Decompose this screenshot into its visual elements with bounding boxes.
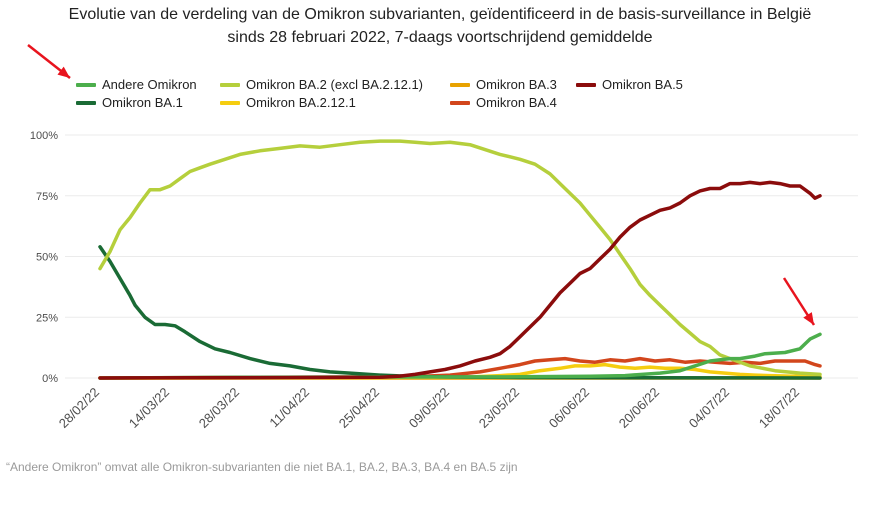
series-line-andere-omikron [98,332,822,380]
x-tick-label: 06/06/22 [546,385,592,431]
legend-swatch [450,100,470,105]
series-line-omikron-ba-2-excl-ba-2-12-1- [98,139,822,377]
legend-swatch [76,82,96,87]
legend-item-omikron-ba2121: Omikron BA.2.12.1 [220,95,356,110]
chart-title: Evolutie van de verdeling van de Omikron… [68,6,812,23]
y-tick-label: 25% [36,312,58,324]
legend-label: Omikron BA.1 [102,95,183,110]
x-tick-label: 11/04/22 [266,385,312,431]
legend-swatch [576,82,596,87]
legend-label: Andere Omikron [102,77,197,92]
legend-swatch [220,100,240,105]
legend-label: Omikron BA.5 [602,77,683,92]
series-line-omikron-ba-2-12-1 [98,362,822,380]
chart-subtitle: sinds 28 februari 2022, 7-daags voortsch… [227,29,653,46]
series-line-omikron-ba-5 [98,180,822,380]
legend-label: Omikron BA.3 [476,77,557,92]
legend-item-omikron-ba1: Omikron BA.1 [76,95,183,110]
x-tick-label: 18/07/22 [756,385,802,431]
x-tick-label: 20/06/22 [616,385,662,431]
legend-swatch [220,82,240,87]
legend-item-andere-omikron: Andere Omikron [76,77,197,92]
chart-caption: “Andere Omikron” omvat alle Omikron-subv… [6,460,518,474]
legend-item-omikron-ba3: Omikron BA.3 [450,77,557,92]
legend-swatch [450,82,470,87]
x-tick-label: 09/05/22 [406,385,452,431]
x-tick-label: 28/02/22 [56,385,102,431]
series-line-omikron-ba-1 [98,245,822,380]
y-tick-label: 75% [36,191,58,203]
legend-label: Omikron BA.2.12.1 [246,95,356,110]
y-tick-label: 0% [42,373,58,385]
x-tick-label: 04/07/22 [686,385,732,431]
legend-label: Omikron BA.4 [476,95,557,110]
legend-item-omikron-ba2: Omikron BA.2 (excl BA.2.12.1) [220,77,423,92]
legend-label: Omikron BA.2 (excl BA.2.12.1) [246,77,424,92]
legend-item-omikron-ba4: Omikron BA.4 [450,95,557,110]
x-tick-label: 23/05/22 [476,385,522,431]
x-tick-label: 25/04/22 [336,385,382,431]
series-line-omikron-ba-4 [98,356,822,380]
annotation-arrow-legend [27,44,71,79]
y-tick-label: 100% [30,130,58,142]
x-tick-label: 14/03/22 [126,385,172,431]
legend-swatch [76,100,96,105]
x-tick-label: 28/03/22 [196,385,242,431]
legend-item-omikron-ba5: Omikron BA.5 [576,77,683,92]
annotation-arrow-line-end [782,277,816,326]
y-tick-label: 50% [36,252,58,264]
